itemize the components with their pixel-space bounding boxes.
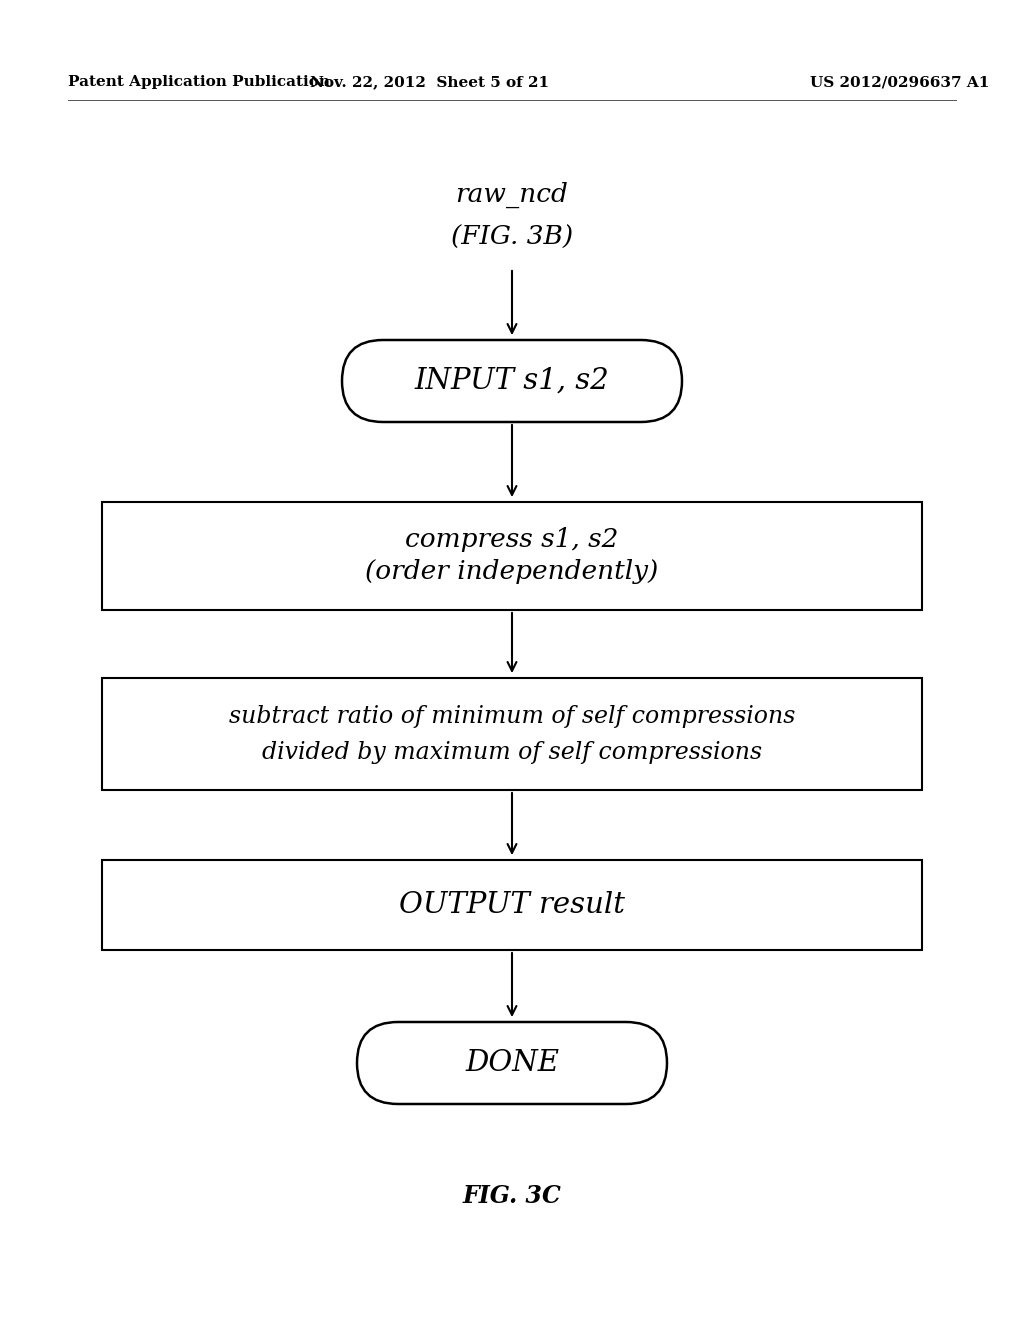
- FancyBboxPatch shape: [342, 341, 682, 422]
- Text: Nov. 22, 2012  Sheet 5 of 21: Nov. 22, 2012 Sheet 5 of 21: [310, 75, 550, 88]
- Text: (FIG. 3B): (FIG. 3B): [451, 224, 573, 249]
- Text: DONE: DONE: [465, 1049, 559, 1077]
- Text: US 2012/0296637 A1: US 2012/0296637 A1: [810, 75, 989, 88]
- Text: FIG. 3C: FIG. 3C: [463, 1184, 561, 1208]
- Bar: [102, 678, 922, 789]
- Bar: [102, 861, 922, 950]
- Text: INPUT s1, s2: INPUT s1, s2: [415, 367, 609, 395]
- Text: OUTPUT result: OUTPUT result: [399, 891, 625, 919]
- Text: compress s1, s2: compress s1, s2: [406, 528, 618, 553]
- Text: subtract ratio of minimum of self compressions: subtract ratio of minimum of self compre…: [228, 705, 796, 727]
- FancyBboxPatch shape: [357, 1022, 667, 1104]
- Bar: [102, 502, 922, 610]
- Text: divided by maximum of self compressions: divided by maximum of self compressions: [262, 741, 762, 763]
- Text: (order independently): (order independently): [366, 560, 658, 585]
- Text: Patent Application Publication: Patent Application Publication: [68, 75, 330, 88]
- Text: raw_ncd: raw_ncd: [456, 182, 568, 209]
